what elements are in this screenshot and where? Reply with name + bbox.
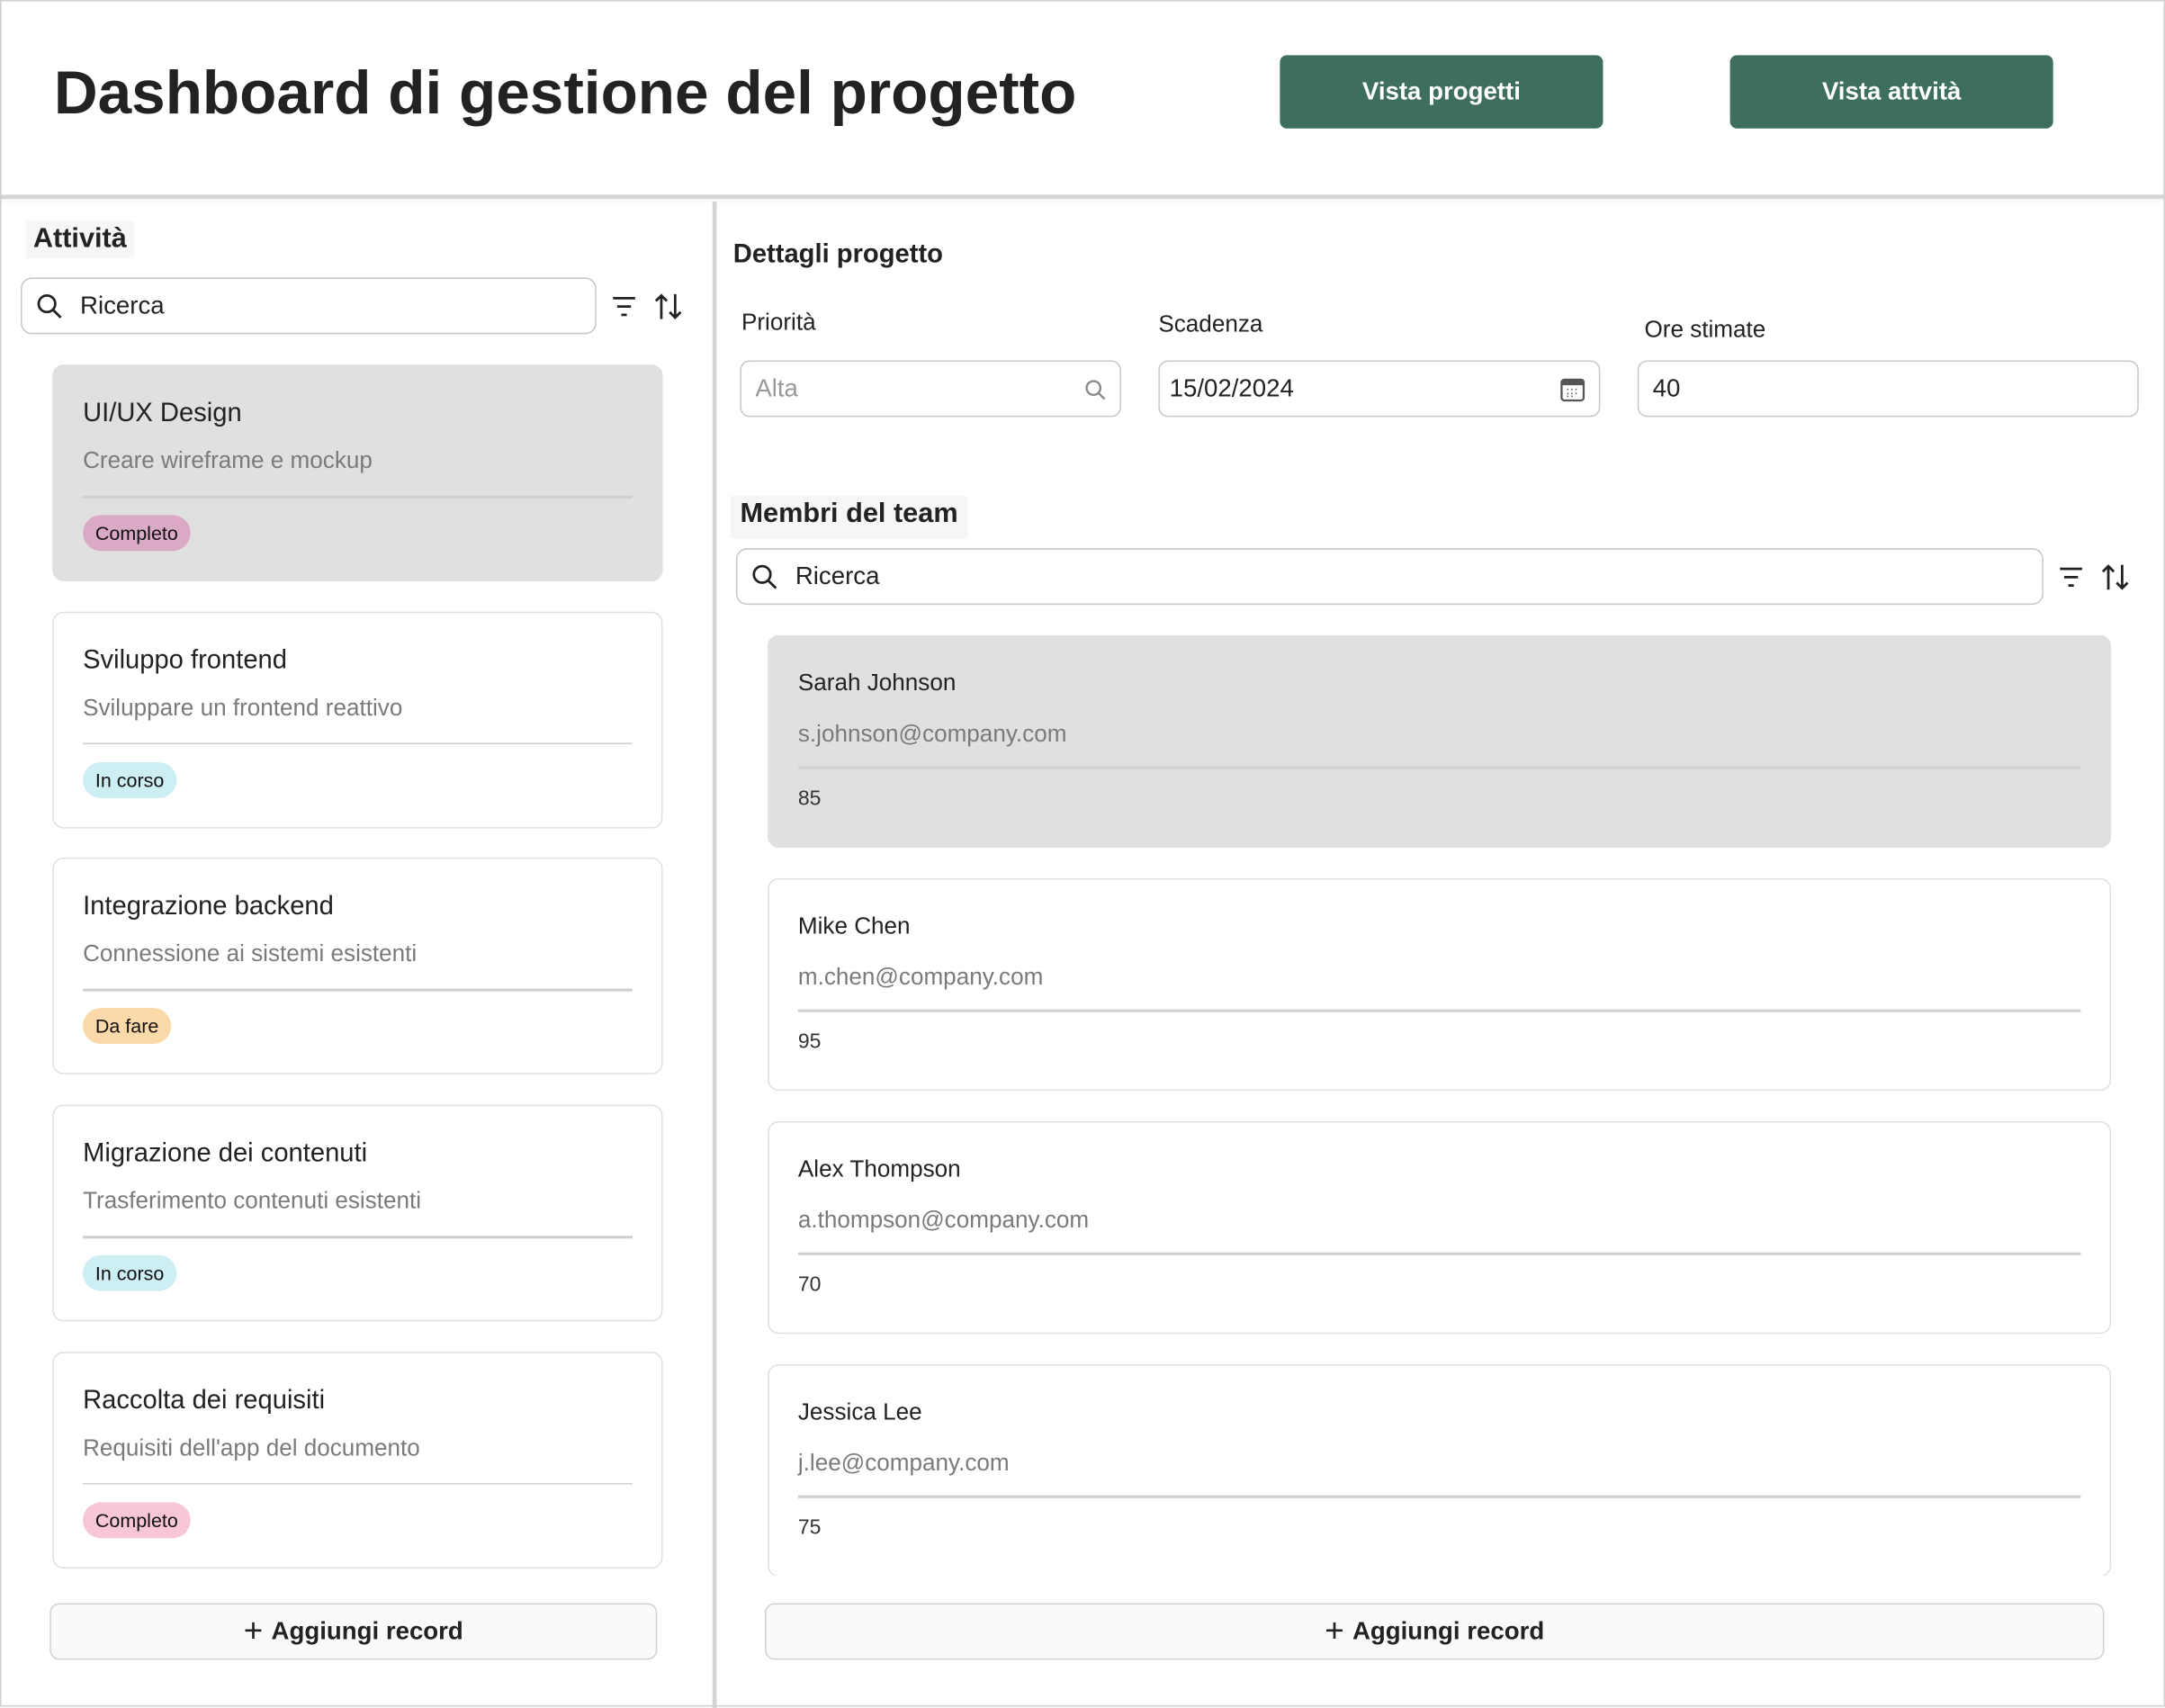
card-divider: [83, 989, 633, 992]
team-list: Sarah Johnson s.johnson@company.com 85 M…: [747, 623, 2127, 1576]
member-email: j.lee@company.com: [797, 1450, 1010, 1477]
team-search-input[interactable]: Ricerca: [735, 548, 2044, 606]
card-divider: [797, 766, 2081, 769]
task-card[interactable]: Raccolta dei requisiti Requisiti dell'ap…: [52, 1351, 663, 1569]
filter-icon[interactable]: [2057, 565, 2085, 590]
sort-icon[interactable]: [2100, 562, 2131, 593]
panel-divider: [712, 202, 717, 1708]
deadline-label: Scadenza: [1158, 310, 1263, 337]
filter-icon[interactable]: [610, 294, 638, 319]
task-subtitle: Connessione ai sistemi esistenti: [83, 940, 418, 967]
priority-field[interactable]: Alta: [740, 360, 1121, 418]
status-badge: Completo: [83, 515, 191, 552]
status-badge: In corso: [83, 1254, 177, 1291]
team-heading: Membri del team: [730, 495, 968, 539]
task-subtitle: Sviluppare un frontend reattivo: [83, 694, 403, 721]
team-member-card[interactable]: Alex Thompson a.thompson@company.com 70: [768, 1120, 2112, 1335]
member-email: s.johnson@company.com: [797, 720, 1067, 748]
status-badge: In corso: [83, 761, 177, 798]
card-divider: [797, 1252, 2081, 1255]
status-badge: Completo: [83, 1502, 191, 1539]
card-divider: [797, 1009, 2081, 1011]
member-name: Sarah Johnson: [797, 670, 957, 697]
member-value: 75: [797, 1515, 822, 1540]
task-card[interactable]: Sviluppo frontend Sviluppare un frontend…: [52, 611, 663, 829]
tasks-search-input[interactable]: Ricerca: [21, 277, 597, 335]
deadline-value: 15/02/2024: [1169, 373, 1294, 402]
plus-icon: +: [243, 1612, 264, 1650]
search-placeholder: Ricerca: [79, 291, 165, 319]
card-divider: [797, 1495, 2081, 1498]
deadline-field[interactable]: 15/02/2024: [1158, 360, 1601, 418]
member-name: Jessica Lee: [797, 1398, 922, 1425]
hours-field[interactable]: 40: [1637, 360, 2139, 418]
hours-label: Ore stimate: [1644, 316, 1766, 343]
add-record-label: Aggiungi record: [1352, 1616, 1545, 1645]
priority-placeholder: Alta: [755, 373, 798, 402]
task-card[interactable]: Migrazione dei contenuti Trasferimento c…: [52, 1104, 663, 1322]
card-divider: [83, 1236, 633, 1238]
task-title: Sviluppo frontend: [83, 645, 287, 675]
member-email: a.thompson@company.com: [797, 1207, 1090, 1234]
task-title: Migrazione dei contenuti: [83, 1139, 368, 1169]
calendar-icon[interactable]: [1560, 376, 1586, 401]
team-member-card[interactable]: Mike Chen m.chen@company.com 95: [768, 877, 2112, 1092]
search-icon: [752, 563, 777, 589]
task-card[interactable]: Integrazione backend Connessione ai sist…: [52, 858, 663, 1075]
plus-icon: +: [1325, 1612, 1344, 1650]
member-name: Mike Chen: [797, 912, 911, 939]
add-record-label: Aggiungi record: [271, 1616, 463, 1645]
card-divider: [83, 742, 633, 745]
projects-view-button[interactable]: Vista progetti: [1280, 55, 1604, 129]
status-badge: Da fare: [83, 1008, 172, 1045]
tasks-view-button[interactable]: Vista attvità: [1729, 55, 2053, 129]
task-subtitle: Creare wireframe e mockup: [83, 447, 373, 474]
priority-label: Priorità: [741, 309, 816, 336]
member-value: 95: [797, 1029, 822, 1054]
member-email: m.chen@company.com: [797, 964, 1044, 991]
sort-icon[interactable]: [653, 292, 684, 322]
team-member-card[interactable]: Sarah Johnson s.johnson@company.com 85: [768, 634, 2112, 849]
member-value: 70: [797, 1272, 822, 1297]
task-title: Integrazione backend: [83, 892, 334, 922]
member-value: 85: [797, 787, 822, 811]
task-title: Raccolta dei requisiti: [83, 1386, 326, 1416]
task-title: UI/UX Design: [83, 399, 242, 428]
header: Dashboard di gestione del progetto Vista…: [1, 2, 2164, 199]
task-card[interactable]: UI/UX Design Creare wireframe e mockup C…: [52, 364, 663, 581]
tasks-add-record-button[interactable]: + Aggiungi record: [49, 1603, 658, 1660]
tasks-heading: Attività: [26, 220, 134, 258]
hours-value: 40: [1652, 373, 1681, 402]
search-placeholder: Ricerca: [795, 562, 880, 590]
card-divider: [83, 1482, 633, 1485]
search-icon: [37, 293, 62, 319]
task-subtitle: Trasferimento contenuti esistenti: [83, 1187, 422, 1214]
team-member-card[interactable]: Jessica Lee j.lee@company.com 75: [768, 1363, 2112, 1576]
member-name: Alex Thompson: [797, 1155, 961, 1182]
search-icon: [1085, 379, 1106, 400]
task-subtitle: Requisiti dell'app del documento: [83, 1434, 420, 1461]
details-heading: Dettagli progetto: [732, 239, 943, 270]
page-title: Dashboard di gestione del progetto: [53, 58, 1077, 128]
team-add-record-button[interactable]: + Aggiungi record: [765, 1603, 2105, 1660]
card-divider: [83, 495, 633, 499]
